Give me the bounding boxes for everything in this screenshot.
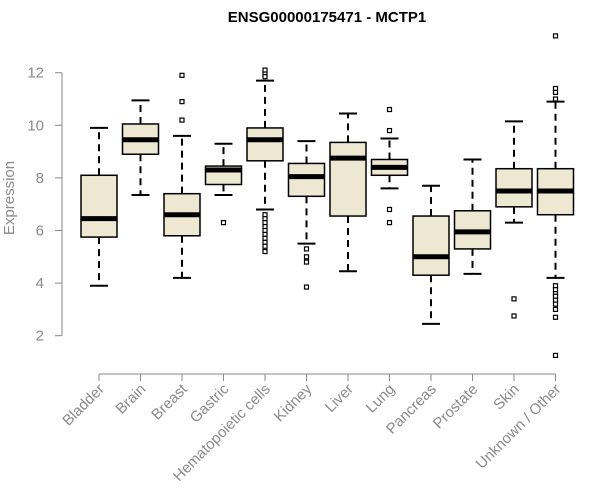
outlier-point <box>179 117 185 123</box>
outlier-point <box>303 259 310 265</box>
outlier-point <box>552 306 559 313</box>
x-tick-label: Lung <box>363 381 399 417</box>
y-tick-label: 4 <box>36 275 44 292</box>
box-prostate <box>453 158 492 275</box>
outlier-point <box>552 314 559 320</box>
boxplot-series <box>80 33 575 359</box>
x-tick-label: Skin <box>490 381 523 414</box>
y-axis-ticks: 2 4 6 8 10 12 <box>27 65 62 345</box>
outlier-point <box>262 243 268 249</box>
outlier-point <box>262 74 268 80</box>
x-tick-label: Kidney <box>271 380 316 425</box>
box-bladder <box>80 126 118 287</box>
box-iqr <box>80 174 118 238</box>
outlier-point <box>552 96 559 102</box>
box-unknown-other <box>536 33 575 359</box>
x-tick-label: Prostate <box>430 381 482 433</box>
outlier-point <box>386 220 393 226</box>
outlier-point <box>511 313 517 319</box>
box-breast <box>163 72 201 279</box>
outlier-point <box>552 301 559 307</box>
box-iqr <box>329 141 367 217</box>
x-tick-label: Bladder <box>59 381 108 430</box>
outlier-point <box>386 127 393 134</box>
box-skin <box>495 120 533 319</box>
box-gastric <box>204 142 243 226</box>
outlier-point <box>303 284 310 290</box>
outlier-point <box>552 89 559 96</box>
box-iqr <box>495 167 533 208</box>
x-tick-label: Brain <box>113 381 150 418</box>
box-hematopoietic-cells <box>246 67 284 255</box>
x-tick-label: Breast <box>148 380 191 423</box>
outlier-point <box>303 254 310 260</box>
outlier-point <box>220 220 227 226</box>
box-iqr <box>246 127 284 162</box>
y-tick-label: 10 <box>27 117 44 134</box>
outlier-point <box>179 72 185 78</box>
outlier-point <box>552 352 559 359</box>
outlier-point <box>386 106 393 113</box>
y-tick-label: 12 <box>27 65 44 82</box>
y-axis-title: Expression <box>1 161 18 235</box>
x-tick-label: Liver <box>322 381 357 416</box>
box-kidney <box>287 140 326 290</box>
box-iqr <box>412 215 450 276</box>
box-pancreas <box>412 184 450 325</box>
outlier-point <box>179 99 185 105</box>
box-liver <box>329 112 367 273</box>
y-tick-label: 8 <box>36 170 44 187</box>
box-lung <box>370 106 409 226</box>
box-iqr <box>287 162 326 198</box>
chart-title: ENSG00000175471 - MCTP1 <box>228 9 426 26</box>
outlier-point <box>552 33 559 39</box>
box-brain <box>121 99 160 196</box>
outlier-point <box>511 296 517 302</box>
outlier-point <box>386 206 393 213</box>
outlier-point <box>303 246 310 252</box>
y-tick-label: 6 <box>36 223 44 240</box>
y-tick-label: 2 <box>36 328 44 345</box>
outlier-point <box>262 248 268 255</box>
